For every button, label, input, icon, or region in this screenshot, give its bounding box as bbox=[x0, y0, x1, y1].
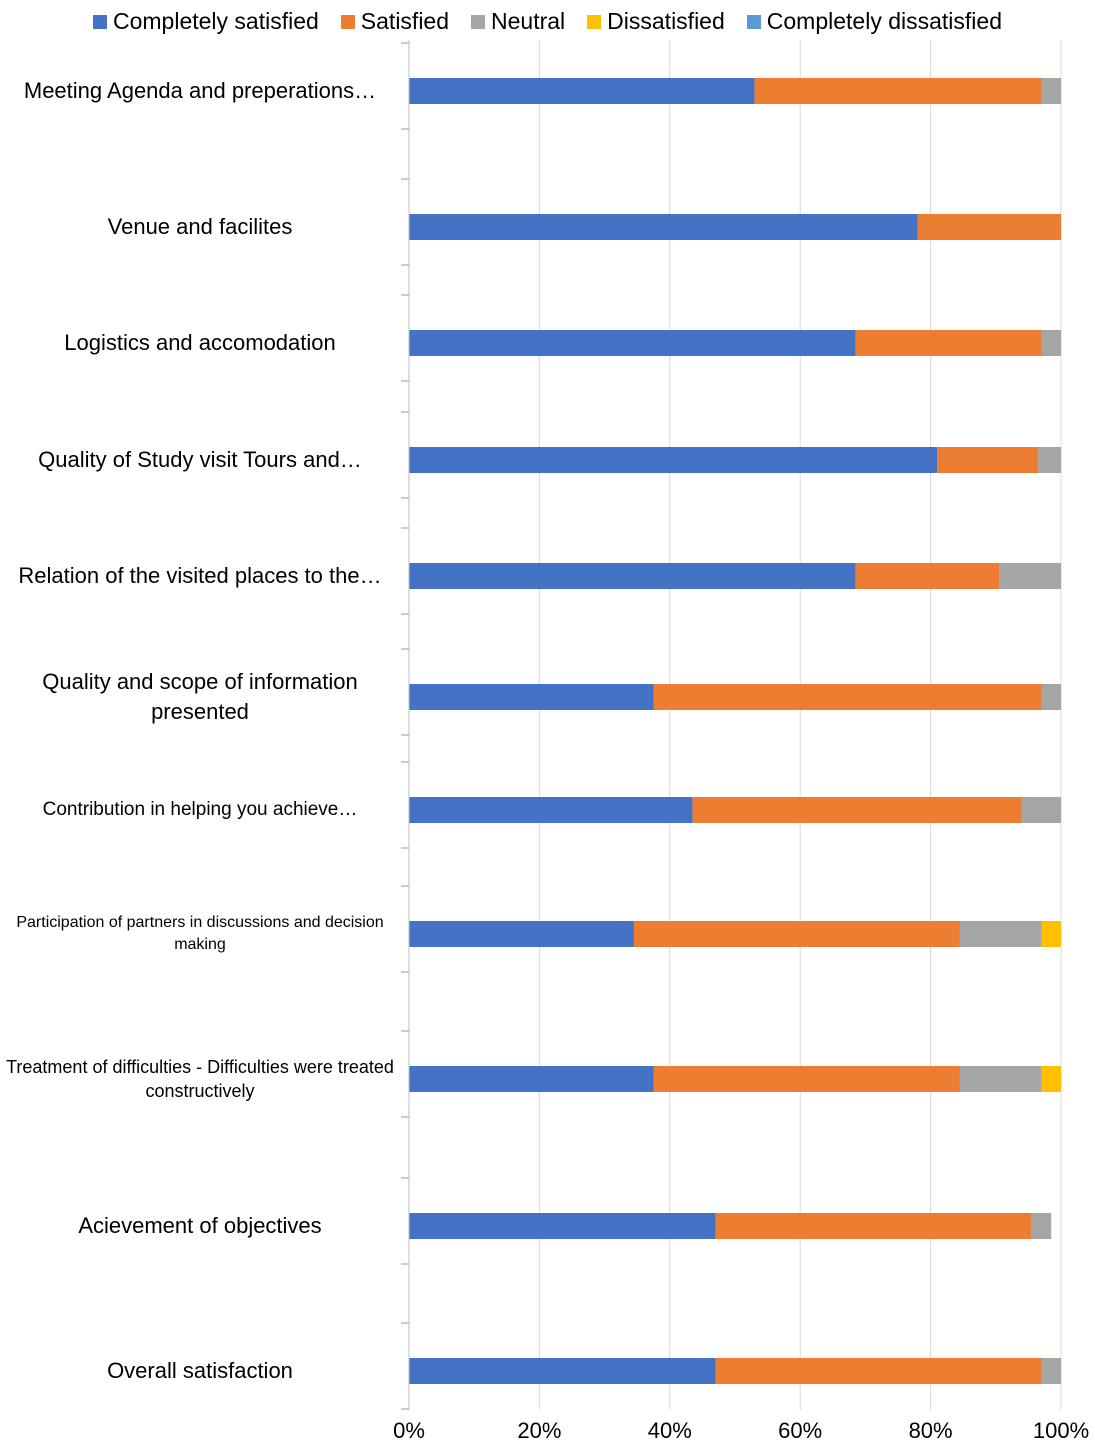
bar-segment bbox=[1038, 447, 1061, 473]
bar-segment bbox=[855, 330, 1042, 356]
category-label: Quality and scope of information present… bbox=[42, 669, 358, 724]
legend-item: Completely satisfied bbox=[92, 8, 319, 35]
legend-swatch bbox=[746, 14, 761, 29]
x-tick-label: 40% bbox=[647, 1418, 692, 1443]
bar-segment bbox=[409, 447, 938, 473]
legend-item: Satisfied bbox=[340, 8, 450, 35]
bar-segment bbox=[1041, 1066, 1061, 1092]
bar-segment bbox=[715, 1213, 1032, 1239]
bar-segment bbox=[937, 447, 1039, 473]
category-label: Acievement of objectives bbox=[78, 1213, 322, 1239]
category-label: Overall satisfaction bbox=[107, 1358, 293, 1384]
bar-segment bbox=[1041, 921, 1061, 947]
category-tick bbox=[401, 1030, 409, 1118]
legend: Completely satisfied Satisfied Neutral Diss… bbox=[0, 8, 1095, 35]
bar-segment bbox=[1041, 78, 1061, 104]
category-label: Venue and facilites bbox=[107, 214, 293, 240]
bar-segment bbox=[409, 214, 918, 240]
legend-swatch bbox=[92, 14, 107, 29]
bar-segment bbox=[754, 78, 1042, 104]
category-tick bbox=[401, 294, 409, 382]
legend-label: Satisfied bbox=[360, 8, 450, 34]
bar-segment bbox=[409, 921, 634, 947]
legend-label: Completely dissatisfied bbox=[766, 8, 1002, 34]
category-label: Meeting Agenda and preperations… bbox=[23, 78, 377, 104]
bar-segment bbox=[653, 684, 1042, 710]
bar-segment bbox=[409, 1358, 716, 1384]
bar-segment bbox=[959, 921, 1042, 947]
bar-segment bbox=[1041, 684, 1061, 710]
x-tick-label: 60% bbox=[778, 1418, 823, 1443]
legend-item: Completely dissatisfied bbox=[746, 8, 1002, 35]
category-tick bbox=[401, 411, 409, 499]
category-tick bbox=[401, 885, 409, 973]
legend-label: Dissatisfied bbox=[607, 8, 725, 34]
legend-label: Neutral bbox=[491, 8, 566, 34]
legend-swatch bbox=[587, 14, 602, 29]
bar-segment bbox=[633, 921, 960, 947]
category-label: Contribution in helping you achieve… bbox=[42, 799, 358, 821]
category-tick bbox=[401, 761, 409, 849]
bar-segment bbox=[999, 563, 1061, 589]
legend-label: Completely satisfied bbox=[112, 8, 319, 34]
legend-swatch bbox=[340, 14, 355, 29]
legend-item: Dissatisfied bbox=[587, 8, 725, 35]
category-tick bbox=[401, 178, 409, 266]
x-tick-label: 100% bbox=[1032, 1418, 1090, 1443]
bar-segment bbox=[1041, 1358, 1061, 1384]
bar-segment bbox=[1041, 330, 1061, 356]
bar-segment bbox=[653, 1066, 960, 1092]
bar-segment bbox=[409, 1213, 716, 1239]
bar-segment bbox=[409, 797, 693, 823]
bar-segment bbox=[715, 1358, 1042, 1384]
category-label: Relation of the visited places to the… bbox=[18, 563, 382, 589]
x-tick-label: 20% bbox=[517, 1418, 562, 1443]
category-label: Logistics and accomodation bbox=[64, 330, 336, 356]
x-tick-label: 80% bbox=[908, 1418, 953, 1443]
category-tick bbox=[401, 527, 409, 615]
category-tick bbox=[401, 1322, 409, 1410]
legend-swatch bbox=[471, 14, 486, 29]
bar-segment bbox=[855, 563, 1000, 589]
bar-segment bbox=[959, 1066, 1042, 1092]
bar-segment bbox=[409, 1066, 654, 1092]
legend-item: Neutral bbox=[471, 8, 565, 35]
category-label: Treatment of difficulties - Difficulties… bbox=[6, 1056, 394, 1101]
category-tick bbox=[401, 1177, 409, 1265]
bar-segment bbox=[692, 797, 1022, 823]
bar-segment bbox=[917, 214, 1061, 240]
bar-segment bbox=[409, 330, 856, 356]
bar-segment bbox=[1031, 1213, 1052, 1239]
bar-segment bbox=[409, 78, 755, 104]
bar-segment bbox=[1021, 797, 1061, 823]
x-tick-label: 0% bbox=[393, 1418, 425, 1443]
category-tick bbox=[401, 42, 409, 130]
category-label: Quality of Study visit Tours and… bbox=[38, 447, 362, 473]
category-tick bbox=[401, 648, 409, 736]
bar-segment bbox=[409, 684, 654, 710]
bar-segment bbox=[409, 563, 856, 589]
category-label: Participation of partners in discussions… bbox=[16, 914, 384, 953]
